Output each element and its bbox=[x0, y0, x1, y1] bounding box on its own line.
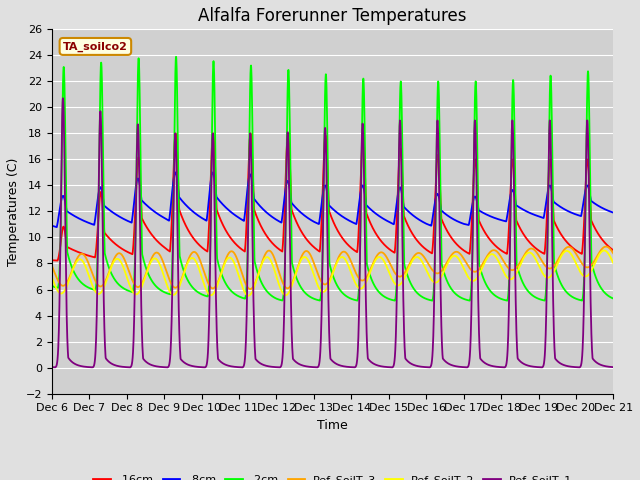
Y-axis label: Temperatures (C): Temperatures (C) bbox=[7, 157, 20, 265]
Text: TA_soilco2: TA_soilco2 bbox=[63, 41, 128, 51]
Title: Alfalfa Forerunner Temperatures: Alfalfa Forerunner Temperatures bbox=[198, 7, 467, 25]
X-axis label: Time: Time bbox=[317, 419, 348, 432]
Legend: -16cm, -8cm, -2cm, Ref_SoilT_3, Ref_SoilT_2, Ref_SoilT_1: -16cm, -8cm, -2cm, Ref_SoilT_3, Ref_Soil… bbox=[89, 470, 577, 480]
